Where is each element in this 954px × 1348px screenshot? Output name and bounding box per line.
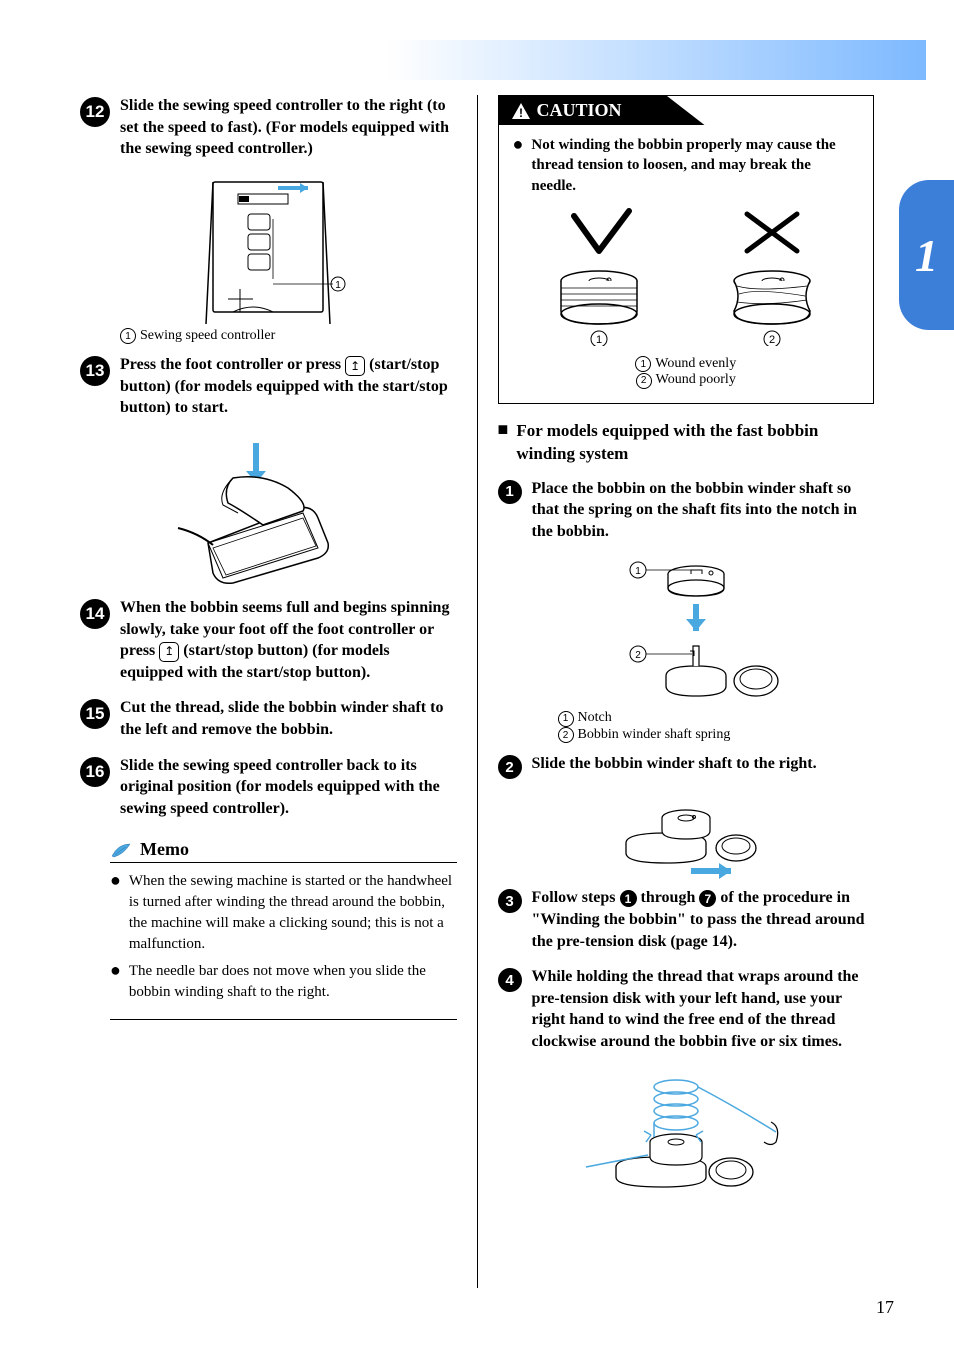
- step-ref: 1: [620, 890, 637, 907]
- figure-bobbin-placement: 1 2: [498, 556, 875, 706]
- step-text: Follow steps 1 through 7 of the procedur…: [532, 887, 875, 952]
- step-15: 15 Cut the thread, slide the bobbin wind…: [80, 697, 457, 740]
- memo-list: ● When the sewing machine is started or …: [110, 871, 457, 1020]
- step-text: When the bobbin seems full and begins sp…: [120, 597, 457, 683]
- memo-title: Memo: [140, 839, 189, 860]
- step-14: 14 When the bobbin seems full and begins…: [80, 597, 457, 683]
- caution-body: ● Not winding the bobbin properly may ca…: [499, 125, 874, 403]
- bobbin-bad-svg: 2: [707, 206, 837, 346]
- bullet-icon: ●: [110, 871, 121, 955]
- step-number: 16: [80, 757, 110, 787]
- slide-right-svg: [596, 793, 776, 883]
- content-columns: 12 Slide the sewing speed controller to …: [70, 95, 884, 1288]
- bobbin-placement-svg: 1 2: [586, 556, 786, 706]
- callout-text: Sewing speed controller: [140, 328, 275, 343]
- step-number: 1: [498, 480, 522, 504]
- figure-wind-thread: [498, 1067, 875, 1197]
- foot-controller-svg: [168, 433, 368, 593]
- step-3: 3 Follow steps 1 through 7 of the proced…: [498, 887, 875, 952]
- svg-text:2: 2: [769, 334, 775, 346]
- step-number: 2: [498, 755, 522, 779]
- memo-icon: [110, 840, 134, 860]
- step-4: 4 While holding the thread that wraps ar…: [498, 966, 875, 1052]
- bobbin-good-svg: 1: [534, 206, 664, 346]
- step-number: 4: [498, 968, 522, 992]
- bullet-icon: ●: [513, 135, 524, 196]
- figure-caption: 1Notch 2Bobbin winder shaft spring: [558, 710, 875, 743]
- caution-figure: 1 2: [513, 206, 860, 346]
- warning-icon: !: [511, 102, 531, 120]
- svg-text:1: 1: [596, 334, 602, 346]
- step-text: Slide the sewing speed controller to the…: [120, 95, 457, 160]
- svg-text:!: !: [519, 106, 523, 120]
- caution-title: CAUTION: [537, 100, 622, 121]
- figure-foot-controller: [80, 433, 457, 593]
- step-2: 2 Slide the bobbin winder shaft to the r…: [498, 753, 875, 779]
- step-16: 16 Slide the sewing speed controller bac…: [80, 755, 457, 820]
- step-text: While holding the thread that wraps arou…: [532, 966, 875, 1052]
- svg-text:1: 1: [335, 280, 341, 291]
- step-number: 3: [498, 889, 522, 913]
- step-number: 12: [80, 97, 110, 127]
- svg-text:2: 2: [635, 650, 641, 661]
- figure-slide-right: [498, 793, 875, 883]
- right-column: ! CAUTION ● Not winding the bobbin prope…: [488, 95, 885, 1288]
- memo-header: Memo: [110, 839, 457, 863]
- step-text: Cut the thread, slide the bobbin winder …: [120, 697, 457, 740]
- step-number: 15: [80, 699, 110, 729]
- start-stop-icon: ↥: [345, 356, 365, 376]
- speed-controller-svg: 1: [178, 174, 358, 324]
- bullet-icon: ●: [110, 961, 121, 1003]
- callout-number: 1: [120, 328, 136, 344]
- memo-item: ● The needle bar does not move when you …: [110, 961, 457, 1003]
- figure-caption: 1 Sewing speed controller: [120, 328, 457, 345]
- caution-text: ● Not winding the bobbin properly may ca…: [513, 135, 860, 196]
- subheading: ■ For models equipped with the fast bobb…: [498, 420, 875, 466]
- column-divider: [477, 95, 478, 1288]
- step-number: 14: [80, 599, 110, 629]
- chapter-tab: 1: [899, 180, 954, 330]
- step-ref: 7: [699, 890, 716, 907]
- memo-item: ● When the sewing machine is started or …: [110, 871, 457, 955]
- figure-speed-controller: 1: [80, 174, 457, 324]
- step-12: 12 Slide the sewing speed controller to …: [80, 95, 457, 160]
- step-1: 1 Place the bobbin on the bobbin winder …: [498, 478, 875, 543]
- header-gradient: [28, 40, 926, 80]
- start-stop-icon: ↥: [159, 642, 179, 662]
- step-text: Press the foot controller or press ↥ (st…: [120, 354, 457, 419]
- step-13: 13 Press the foot controller or press ↥ …: [80, 354, 457, 419]
- wind-thread-svg: [576, 1067, 796, 1197]
- step-number: 13: [80, 356, 110, 386]
- left-column: 12 Slide the sewing speed controller to …: [70, 95, 467, 1288]
- memo-box: Memo ● When the sewing machine is starte…: [110, 839, 457, 1020]
- caution-header: ! CAUTION: [499, 96, 874, 125]
- page-number: 17: [876, 1297, 894, 1318]
- chapter-number: 1: [915, 229, 938, 282]
- square-bullet-icon: ■: [498, 420, 509, 466]
- step-text: Slide the sewing speed controller back t…: [120, 755, 457, 820]
- step-text: Slide the bobbin winder shaft to the rig…: [532, 753, 817, 779]
- step-text: Place the bobbin on the bobbin winder sh…: [532, 478, 875, 543]
- svg-text:1: 1: [635, 566, 641, 577]
- caution-box: ! CAUTION ● Not winding the bobbin prope…: [498, 95, 875, 404]
- caution-captions: 1Wound evenly 2Wound poorly: [513, 356, 860, 389]
